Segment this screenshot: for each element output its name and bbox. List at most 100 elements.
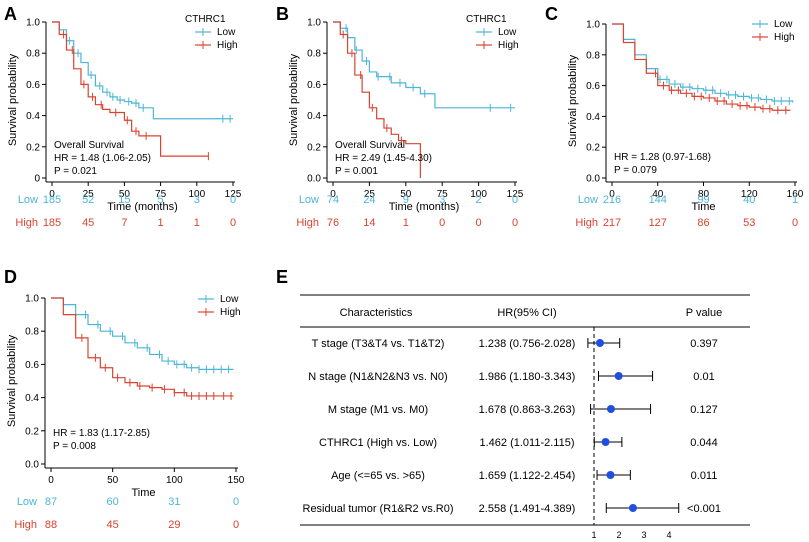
y-tick-label-c: 0.6 bbox=[586, 81, 600, 92]
x-axis-title-d: Time bbox=[131, 487, 155, 499]
risk-label-low-c: Low bbox=[578, 194, 598, 206]
risk-value-high-d: 88 bbox=[45, 519, 57, 531]
x-tick-label-d: 50 bbox=[107, 475, 119, 486]
forest-row-hr: 1.238 (0.756-2.028) bbox=[479, 338, 576, 350]
annotation-c: HR = 1.28 (0.97-1.68) bbox=[614, 152, 711, 163]
legend-title-a: CTHRC1 bbox=[185, 14, 226, 25]
risk-value-low-b: 9 bbox=[403, 194, 409, 206]
forest-row-label: N stage (N1&N2&N3 vs. N0) bbox=[308, 371, 447, 383]
y-tick-label-c: 1.0 bbox=[586, 20, 600, 31]
forest-point-marker bbox=[606, 405, 615, 413]
risk-value-high-a: 0 bbox=[230, 217, 236, 229]
km-curve-high-b bbox=[333, 21, 421, 178]
forest-row-hr: 1.678 (0.863-3.263) bbox=[479, 404, 576, 416]
risk-value-high-b: 76 bbox=[327, 217, 339, 229]
annotation-b: HR = 2.49 (1.45-4.30) bbox=[335, 153, 432, 164]
annotation-b: Overall Survival bbox=[335, 140, 405, 151]
km-curve-high-c bbox=[612, 23, 791, 111]
x-tick-label-a: 0 bbox=[49, 189, 55, 200]
risk-value-low-a: 3 bbox=[194, 194, 200, 206]
risk-value-high-d: 45 bbox=[107, 519, 119, 531]
legend-label-high-a: High bbox=[217, 40, 238, 51]
forest-row-hr: 2.558 (1.491-4.389) bbox=[479, 503, 576, 515]
risk-value-high-b: 0 bbox=[476, 217, 482, 229]
legend-label-low-a: Low bbox=[217, 27, 236, 38]
risk-value-high-c: 217 bbox=[603, 217, 621, 229]
forest-row-p: 0.044 bbox=[690, 437, 718, 449]
panel-letter-b: B bbox=[276, 4, 289, 24]
x-axis-title-a: Time (months) bbox=[107, 201, 178, 213]
annotation-d: HR = 1.83 (1.17-2.85) bbox=[53, 428, 150, 439]
forest-row-p: 0.01 bbox=[693, 371, 714, 383]
legend-label-high-c: High bbox=[774, 32, 795, 43]
risk-value-low-c: 216 bbox=[603, 194, 621, 206]
legend-label-low-c: Low bbox=[774, 19, 793, 30]
y-tick-label-a: 0.6 bbox=[26, 80, 40, 91]
risk-value-high-a: 185 bbox=[43, 217, 61, 229]
y-tick-label-d: 0.4 bbox=[25, 393, 39, 404]
x-tick-label-c: 120 bbox=[741, 189, 758, 200]
x-tick-label-b: 75 bbox=[437, 189, 449, 200]
y-tick-label-b: 0.4 bbox=[307, 111, 321, 122]
risk-value-low-b: 74 bbox=[327, 194, 339, 206]
y-tick-label-a: 1.0 bbox=[26, 18, 40, 29]
forest-row-p: 0.397 bbox=[690, 338, 718, 350]
y-tick-label-a: 0.4 bbox=[26, 111, 40, 122]
annotation-d: P = 0.008 bbox=[53, 441, 96, 452]
x-tick-label-d: 0 bbox=[48, 475, 54, 486]
x-tick-label-a: 50 bbox=[119, 189, 131, 200]
risk-value-low-a: 15 bbox=[118, 194, 130, 206]
legend-label-low-b: Low bbox=[498, 27, 517, 38]
x-tick-label-a: 125 bbox=[225, 189, 242, 200]
risk-value-low-a: 52 bbox=[82, 194, 94, 206]
km-curve-low-b bbox=[333, 21, 515, 109]
panel-letter-a: A bbox=[4, 4, 17, 24]
x-tick-label-a: 100 bbox=[188, 189, 205, 200]
risk-value-low-a: 0 bbox=[230, 194, 236, 206]
risk-value-high-a: 1 bbox=[194, 217, 200, 229]
legend-label-low-d: Low bbox=[220, 294, 239, 305]
forest-point-marker bbox=[595, 339, 604, 347]
panel-letter-e: E bbox=[276, 267, 288, 287]
x-tick-label-b: 25 bbox=[364, 189, 376, 200]
risk-value-low-d: 87 bbox=[45, 496, 57, 508]
risk-value-low-d: 60 bbox=[107, 496, 119, 508]
forest-point-marker bbox=[628, 504, 637, 512]
x-tick-label-d: 100 bbox=[166, 475, 183, 486]
risk-value-high-a: 45 bbox=[82, 217, 94, 229]
x-tick-label-d: 150 bbox=[228, 475, 245, 486]
risk-value-low-b: 0 bbox=[512, 194, 518, 206]
annotation-a: Overall Survival bbox=[54, 140, 124, 151]
annotation-c: P = 0.079 bbox=[614, 165, 657, 176]
y-tick-label-d: 0.6 bbox=[25, 360, 39, 371]
forest-row-p: <0.001 bbox=[687, 503, 721, 515]
annotation-b: P = 0.001 bbox=[335, 166, 378, 177]
forest-row-p: 0.011 bbox=[691, 470, 718, 482]
risk-value-high-c: 127 bbox=[649, 217, 667, 229]
y-tick-label-d: 0.2 bbox=[25, 426, 39, 437]
x-tick-label-b: 50 bbox=[400, 189, 412, 200]
y-axis-title-c: Survival probability bbox=[567, 54, 579, 147]
x-tick-label-c: 160 bbox=[787, 189, 804, 200]
legend-label-high-b: High bbox=[498, 40, 519, 51]
x-tick-label-c: 0 bbox=[609, 189, 615, 200]
risk-value-low-a: 185 bbox=[43, 194, 61, 206]
y-tick-label-a: 0.2 bbox=[26, 142, 40, 153]
risk-label-high-d: High bbox=[14, 519, 37, 531]
risk-value-high-b: 14 bbox=[363, 217, 375, 229]
forest-header-hr: HR(95% CI) bbox=[497, 307, 556, 319]
forest-x-tick-label: 1 bbox=[591, 530, 596, 540]
km-curve-low-d bbox=[51, 297, 234, 370]
risk-value-high-d: 29 bbox=[168, 519, 180, 531]
risk-value-low-d: 0 bbox=[233, 496, 239, 508]
forest-row-label: T stage (T3&T4 vs. T1&T2) bbox=[312, 338, 445, 350]
forest-point-marker bbox=[606, 471, 615, 479]
risk-value-low-b: 2 bbox=[476, 194, 482, 206]
risk-value-low-b: 3 bbox=[439, 194, 445, 206]
y-tick-label-b: 1.0 bbox=[307, 18, 321, 29]
annotation-a: HR = 1.48 (1.06-2.05) bbox=[54, 153, 151, 164]
km-curve-low-c bbox=[612, 23, 794, 103]
annotation-a: P = 0.021 bbox=[54, 166, 97, 177]
risk-label-low-d: Low bbox=[17, 496, 37, 508]
